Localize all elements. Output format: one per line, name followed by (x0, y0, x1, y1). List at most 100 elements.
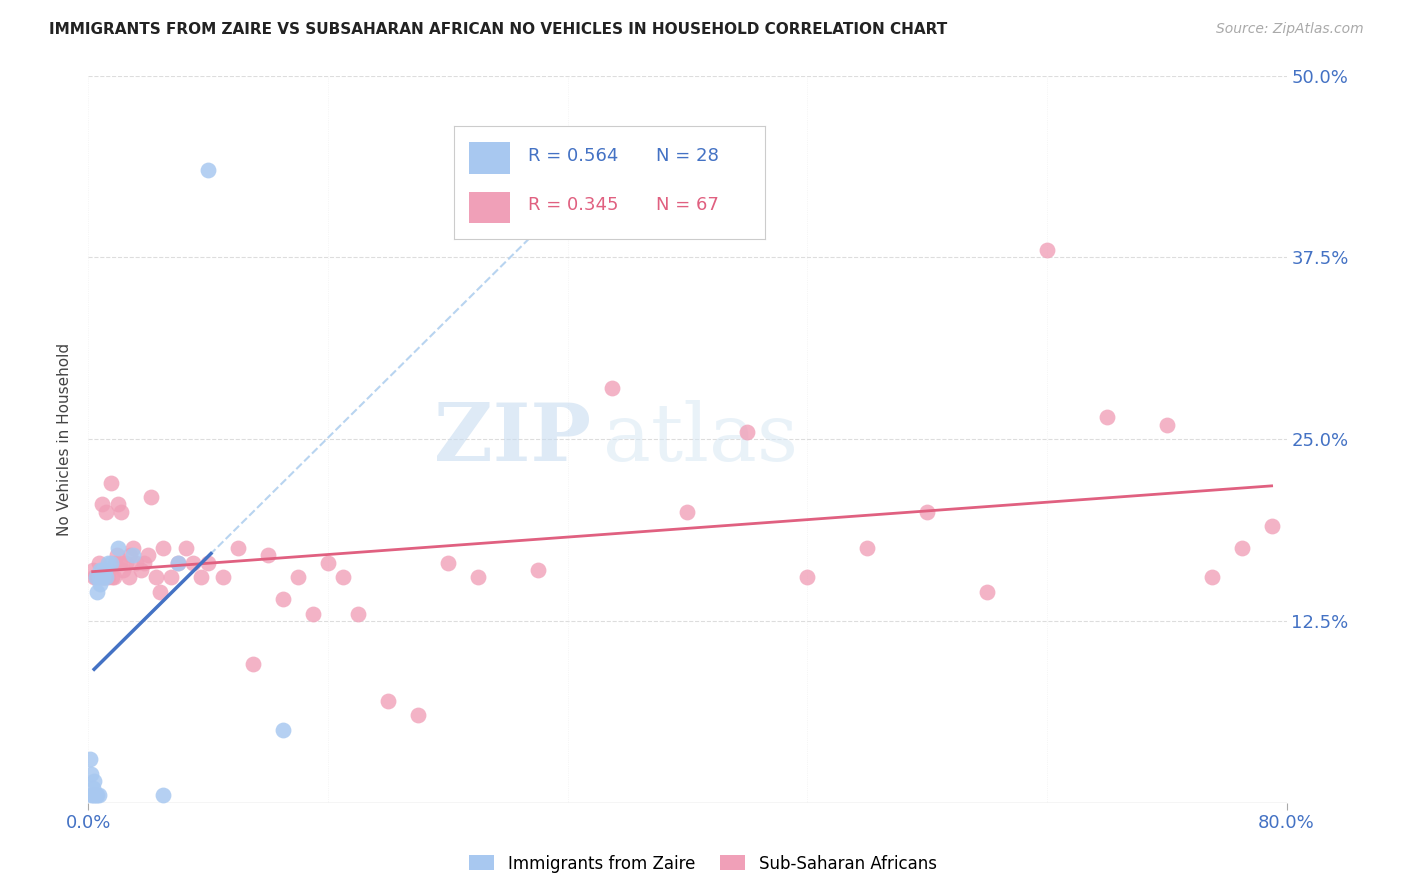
Point (167, 556, 190, 570)
Point (1156, 417, 1178, 432)
Point (129, 563, 152, 577)
Point (976, 584, 998, 599)
Point (125, 556, 148, 570)
Point (159, 570, 181, 584)
Point (915, 505, 938, 519)
Point (107, 541, 129, 555)
Point (86, 570, 108, 584)
Point (136, 549, 159, 563)
Point (87, 789, 110, 803)
Point (105, 549, 128, 563)
Point (83, 570, 105, 584)
Point (103, 570, 125, 584)
Point (1260, 519, 1282, 533)
Point (89, 577, 111, 591)
Point (271, 592, 294, 607)
Point (114, 556, 136, 570)
Point (98, 563, 121, 577)
Point (346, 607, 368, 621)
Point (84, 789, 107, 803)
Point (526, 563, 548, 577)
Point (1230, 541, 1253, 555)
Point (132, 556, 155, 570)
Point (89, 570, 111, 584)
Point (90, 498, 112, 512)
Point (90, 570, 112, 584)
Point (467, 570, 489, 584)
Text: ZIP: ZIP (434, 400, 592, 478)
Point (197, 163, 219, 178)
Point (100, 475, 122, 490)
Y-axis label: No Vehicles in Household: No Vehicles in Household (58, 343, 72, 535)
Point (676, 505, 699, 519)
Point (89, 563, 111, 577)
Point (242, 657, 264, 672)
Point (302, 607, 325, 621)
Point (197, 556, 219, 570)
Point (93, 570, 115, 584)
Point (212, 570, 235, 584)
Point (377, 694, 399, 708)
Point (87, 556, 110, 570)
Point (94, 505, 117, 519)
Point (271, 723, 294, 737)
Point (737, 425, 759, 439)
Point (94, 570, 117, 584)
Point (111, 563, 134, 577)
Text: Source: ZipAtlas.com: Source: ZipAtlas.com (1216, 22, 1364, 37)
Point (80, 766, 103, 780)
Point (93, 563, 115, 577)
Point (117, 570, 139, 584)
Point (79, 752, 101, 766)
Point (406, 708, 429, 723)
Point (84, 570, 107, 584)
Point (287, 570, 309, 584)
Point (87, 570, 110, 584)
Legend: Immigrants from Zaire, Sub-Saharan Africans: Immigrants from Zaire, Sub-Saharan Afric… (463, 848, 943, 880)
Point (97, 556, 120, 570)
Point (110, 505, 132, 519)
Point (436, 556, 458, 570)
Point (1095, 410, 1118, 425)
Point (167, 556, 190, 570)
Point (82, 789, 104, 803)
Point (91, 570, 114, 584)
Point (174, 541, 197, 555)
Point (145, 570, 167, 584)
Point (190, 570, 212, 584)
Point (83, 773, 105, 788)
Point (332, 570, 354, 584)
Point (82, 563, 104, 577)
Point (856, 541, 879, 555)
Point (86, 584, 108, 599)
Point (316, 556, 339, 570)
Point (101, 570, 124, 584)
Point (122, 549, 145, 563)
Point (226, 541, 249, 555)
Point (257, 549, 280, 563)
Text: IMMIGRANTS FROM ZAIRE VS SUBSAHARAN AFRICAN NO VEHICLES IN HOUSEHOLD CORRELATION: IMMIGRANTS FROM ZAIRE VS SUBSAHARAN AFRI… (49, 22, 948, 37)
Point (120, 549, 142, 563)
Point (152, 789, 174, 803)
Point (181, 556, 204, 570)
Point (107, 498, 129, 512)
Point (104, 556, 127, 570)
Point (1036, 243, 1059, 257)
Point (149, 584, 172, 599)
Point (97, 570, 120, 584)
Text: atlas: atlas (603, 400, 799, 478)
Point (86, 789, 108, 803)
Point (82, 780, 104, 795)
Point (100, 556, 122, 570)
Point (91, 570, 114, 584)
Point (796, 570, 818, 584)
Point (1201, 570, 1223, 584)
Point (152, 541, 174, 555)
Point (139, 490, 162, 504)
Point (84, 570, 107, 584)
Point (91, 563, 114, 577)
Point (83, 789, 105, 803)
Point (602, 381, 624, 395)
Point (108, 556, 131, 570)
Point (122, 541, 145, 555)
